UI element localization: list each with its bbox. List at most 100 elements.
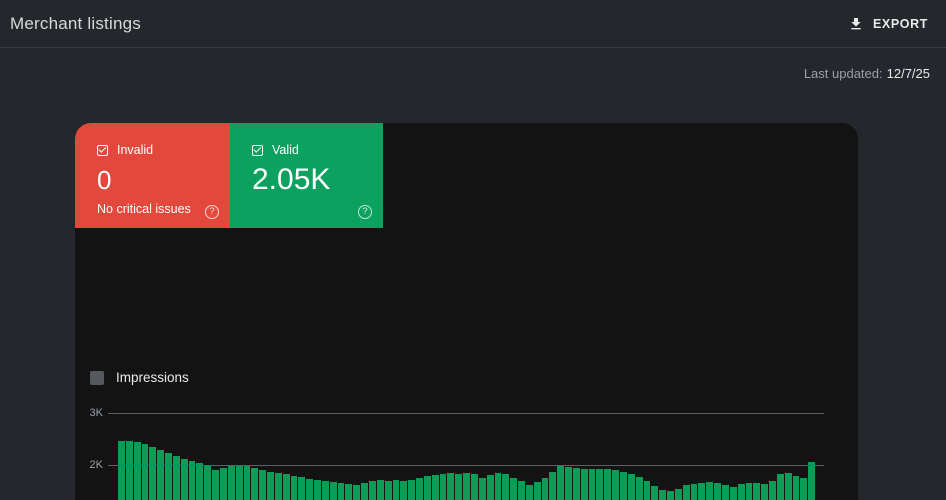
bar[interactable] [408,479,416,500]
bar[interactable] [565,466,572,500]
bar[interactable] [737,484,745,500]
bar[interactable] [416,477,423,500]
bar[interactable] [769,481,776,500]
bar[interactable] [180,458,188,500]
bar[interactable] [549,471,557,500]
bar[interactable] [384,480,392,500]
bar[interactable] [478,477,486,500]
valid-card-header: Valid [252,143,383,157]
bar[interactable] [651,486,659,500]
bar[interactable] [172,455,180,500]
bar[interactable] [314,480,321,500]
bar[interactable] [761,483,769,500]
bar[interactable] [808,462,816,500]
bar[interactable] [400,480,408,500]
bar[interactable] [682,485,690,500]
bar[interactable] [219,468,227,500]
bar[interactable] [196,462,204,500]
bar[interactable] [463,472,470,500]
bar[interactable] [212,469,219,500]
bar[interactable] [439,474,447,500]
bar[interactable] [423,476,431,500]
bar[interactable] [729,487,737,500]
impressions-checkbox[interactable] [90,370,104,385]
bar[interactable] [353,484,361,500]
bar[interactable] [274,473,282,500]
bar[interactable] [643,481,651,500]
bar[interactable] [580,468,588,500]
bar[interactable] [698,483,706,500]
bar[interactable] [525,484,533,500]
export-button[interactable]: EXPORT [840,10,936,38]
bar[interactable] [518,481,525,500]
invalid-checkbox[interactable] [97,144,108,156]
bar[interactable] [345,484,353,500]
bar[interactable] [431,475,439,500]
bar[interactable] [541,478,549,500]
bar[interactable] [667,491,674,500]
bar[interactable] [369,481,376,500]
bar[interactable] [361,483,368,500]
bar[interactable] [753,482,761,500]
bar[interactable] [290,475,298,500]
bar[interactable] [204,464,212,500]
invalid-card[interactable]: Invalid 0 No critical issues ? [75,123,230,228]
impressions-toggle[interactable]: Impressions [90,370,189,385]
bar[interactable] [125,440,133,500]
bar[interactable] [533,481,541,500]
bar[interactable] [588,469,596,500]
bar[interactable] [376,480,384,500]
bar[interactable] [188,460,196,500]
bar[interactable] [745,482,753,500]
bar[interactable] [510,478,518,500]
bar[interactable] [133,441,141,500]
bar[interactable] [596,468,604,500]
bar[interactable] [784,473,792,500]
bar[interactable] [337,483,345,500]
bar[interactable] [259,470,267,500]
bar[interactable] [447,473,455,500]
bar[interactable] [800,478,808,500]
bar[interactable] [118,441,125,500]
bar[interactable] [329,482,337,500]
bar[interactable] [149,447,157,500]
bar[interactable] [455,473,463,500]
bar[interactable] [502,473,510,500]
bar[interactable] [635,476,643,500]
bar[interactable] [251,468,259,500]
bar[interactable] [690,484,698,500]
bar[interactable] [557,465,565,500]
bar[interactable] [706,482,714,500]
bar[interactable] [604,469,612,500]
bar[interactable] [235,464,243,500]
bar[interactable] [721,484,729,500]
help-icon[interactable]: ? [205,205,219,219]
bar[interactable] [627,473,635,500]
bar[interactable] [321,481,329,500]
bar[interactable] [282,474,290,500]
valid-checkbox[interactable] [252,144,263,156]
bar[interactable] [714,483,721,500]
bar[interactable] [306,478,314,500]
bar[interactable] [141,444,149,500]
status-cards: Invalid 0 No critical issues ? Valid 2.0… [75,123,858,228]
bar[interactable] [165,453,172,500]
bar[interactable] [486,475,494,500]
bar[interactable] [674,488,682,500]
bar[interactable] [494,472,502,500]
bar[interactable] [243,465,251,500]
bar[interactable] [792,476,800,500]
bar[interactable] [227,465,235,500]
bar[interactable] [298,477,306,500]
bar[interactable] [572,468,580,500]
bar[interactable] [267,472,274,500]
bar[interactable] [776,474,784,500]
help-icon[interactable]: ? [358,205,372,219]
bar[interactable] [659,489,667,500]
bar[interactable] [620,471,627,500]
bar[interactable] [157,450,165,500]
bar[interactable] [392,480,400,500]
valid-card[interactable]: Valid 2.05K ? [230,123,383,228]
bar[interactable] [612,470,619,500]
bar[interactable] [470,474,478,500]
